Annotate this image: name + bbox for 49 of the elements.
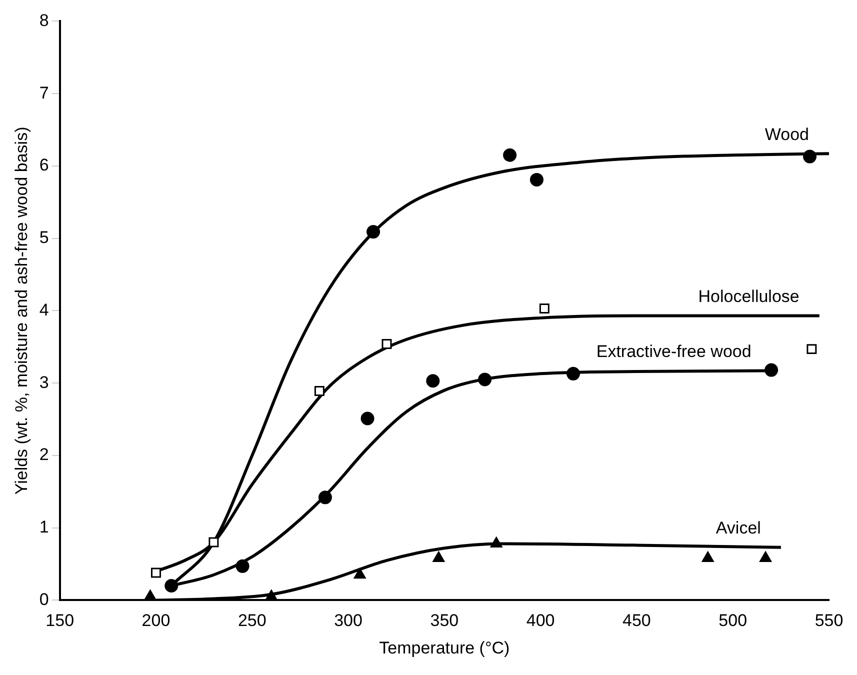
x-tick-label: 300 [334, 611, 362, 630]
point [318, 490, 332, 504]
point [764, 363, 778, 377]
y-axis-title: Yields (wt. %, moisture and ash-free wood basis) [12, 126, 31, 495]
series-label: Wood [764, 124, 809, 144]
point [426, 374, 440, 388]
x-tick-label: 250 [238, 611, 266, 630]
point [530, 172, 544, 186]
y-tick-label: 2 [39, 445, 49, 464]
point [208, 537, 219, 548]
x-tick-label: 550 [814, 611, 844, 630]
x-tick-label: 200 [142, 611, 170, 630]
point [382, 339, 392, 349]
y-tick-label: 1 [39, 518, 49, 537]
point [265, 590, 278, 600]
point [478, 372, 492, 386]
series-label: Avicel [716, 518, 761, 538]
point [366, 225, 380, 239]
point [360, 412, 374, 426]
x-axis-title: Temperature (°C) [379, 638, 510, 658]
x-tick-label: 500 [718, 611, 748, 630]
y-tick-label: 6 [39, 156, 49, 175]
point [503, 148, 517, 162]
point [803, 150, 817, 164]
y-tick-label: 0 [39, 590, 49, 609]
point [702, 551, 714, 562]
point [539, 304, 550, 314]
y-tick-label: 4 [39, 300, 49, 320]
point [314, 386, 324, 396]
y-tick-label: 8 [39, 10, 49, 30]
point [151, 568, 161, 578]
point [164, 578, 178, 592]
series-label: Extractive-free wood [596, 342, 752, 361]
x-tick-label: 450 [622, 611, 651, 630]
point [760, 551, 772, 562]
x-tick-label: 400 [526, 611, 555, 630]
y-tick-label: 5 [39, 228, 49, 248]
y-tick-label: 7 [39, 83, 49, 102]
point [806, 344, 817, 354]
point [144, 590, 156, 600]
point [490, 536, 502, 548]
series-label: Holocellulose [698, 286, 800, 306]
x-tick-label: 350 [430, 611, 459, 630]
point [236, 559, 250, 573]
point [432, 551, 445, 562]
y-tick-label: 3 [39, 372, 49, 392]
x-tick-label: 150 [46, 611, 74, 630]
point [566, 366, 580, 380]
point [354, 568, 366, 579]
